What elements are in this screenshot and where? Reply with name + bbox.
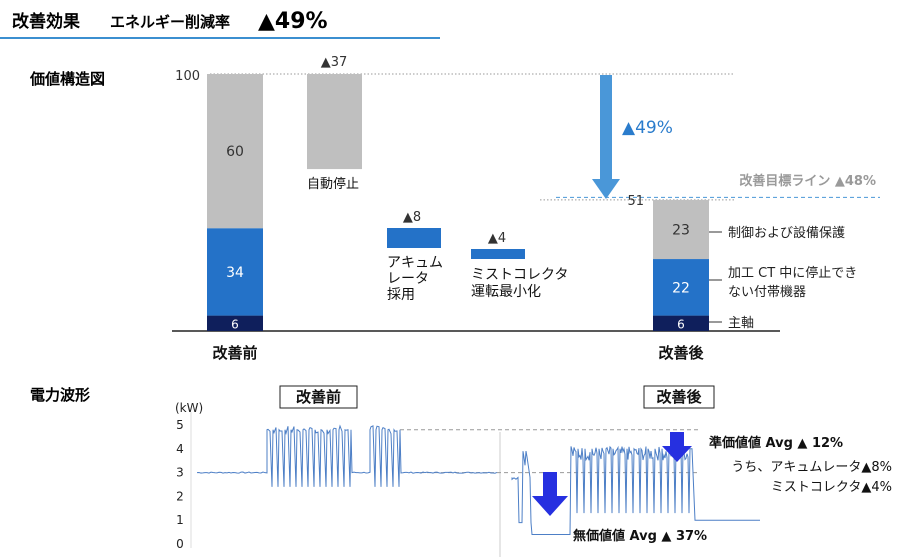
reduction-accumulator-name-2: 採用 <box>387 287 415 303</box>
bar-before-seg-2 <box>207 74 263 229</box>
bar-after-seg-0 <box>653 315 709 331</box>
waveform-ytick-0: 0 <box>176 537 184 551</box>
bar-after-label-0: 6 <box>677 317 685 331</box>
value-arrow-head <box>662 446 692 462</box>
power-waveform-title: 電力波形 <box>30 386 90 404</box>
before-total-label: 100 <box>175 69 200 84</box>
annotation-breakdown-1: うち、アキュムレータ▲8% <box>731 460 892 475</box>
reduction-auto-stop-value: ▲37 <box>321 55 348 70</box>
header-subtitle: エネルギー削減率 <box>110 13 230 31</box>
legend-aux-line1: 加工 CT 中に停止でき <box>728 265 857 281</box>
bar-after-label-2: 23 <box>672 222 690 238</box>
panel-before-label: 改善前 <box>296 388 341 406</box>
bar-after-seg-1 <box>653 259 709 316</box>
waveform-before <box>196 424 498 487</box>
waveform-ytick-2: 2 <box>176 489 184 503</box>
bar-before-seg-0 <box>207 315 263 331</box>
reduction-accumulator-value: ▲8 <box>403 210 421 225</box>
header-headline: ▲49% <box>258 9 328 34</box>
reduction-accumulator-name-0: アキュム <box>387 255 443 271</box>
total-reduction-arrow-shaft <box>600 75 612 181</box>
bar-before-label-0: 6 <box>231 317 239 331</box>
reduction-auto-stop-name: 自動停止 <box>307 176 359 192</box>
total-reduction-label: ▲49% <box>622 118 673 138</box>
reduction-auto-stop-bar <box>307 74 362 170</box>
bar-before-seg-1 <box>207 228 263 316</box>
after-total-label: 51 <box>627 194 644 209</box>
reduction-accumulator-name-1: レータ <box>387 271 429 287</box>
total-reduction-arrow-head <box>592 179 620 199</box>
reduction-mist-value: ▲4 <box>488 231 506 246</box>
category-before: 改善前 <box>212 344 257 362</box>
legend-control: 制御および設備保護 <box>728 225 845 241</box>
target-line-label: 改善目標ライン ▲48% <box>739 173 876 189</box>
non-value-arrow-head <box>532 496 568 516</box>
header-title: 改善効果 <box>12 11 80 32</box>
legend-spindle: 主軸 <box>728 316 754 331</box>
bar-after-seg-2 <box>653 199 709 260</box>
waveform-y-unit: (kW) <box>175 401 203 415</box>
reduction-mist-name-0: ミストコレクタ <box>471 267 568 283</box>
category-after: 改善後 <box>658 344 704 362</box>
panel-after-label: 改善後 <box>656 388 702 406</box>
legend-aux-line2: ない付帯機器 <box>728 285 806 300</box>
value-structure-title: 価値構造図 <box>29 70 105 88</box>
value-arrow-shaft <box>670 432 684 446</box>
annotation-value-added: 準価値値 Avg ▲ 12% <box>709 435 843 451</box>
non-value-arrow-shaft <box>543 472 557 497</box>
annotation-non-value: 無価値値 Avg ▲ 37% <box>573 528 707 544</box>
reduction-mist-name-1: 運転最小化 <box>471 284 541 300</box>
reduction-mist-bar <box>471 249 525 259</box>
reduction-accumulator-bar <box>387 228 441 248</box>
bar-after-label-1: 22 <box>672 280 690 296</box>
waveform-ytick-4: 4 <box>176 442 184 456</box>
annotation-breakdown-2: ミストコレクタ▲4% <box>771 480 892 495</box>
waveform-ytick-5: 5 <box>176 418 184 432</box>
panel-after-label-box <box>643 385 715 409</box>
bar-before-label-1: 34 <box>226 265 244 281</box>
waveform-ytick-1: 1 <box>176 513 184 527</box>
bar-before-label-2: 60 <box>226 144 244 160</box>
panel-before-label-box <box>279 385 358 409</box>
waveform-ytick-3: 3 <box>176 466 184 480</box>
